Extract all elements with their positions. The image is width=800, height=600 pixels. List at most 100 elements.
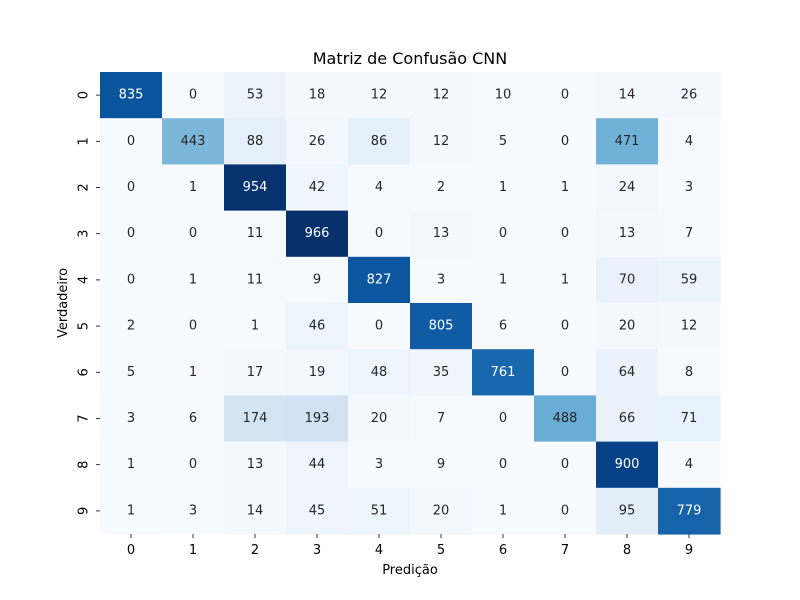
heatmap-cell-r7-c5: [410, 395, 473, 443]
heatmap-cell-r1-c8: [596, 118, 659, 165]
heatmap-cell-r1-c3: [286, 118, 349, 165]
heatmap-cell-r9-c6: [472, 487, 535, 535]
cell-value-r0-c2: 53: [247, 88, 264, 103]
cell-value-r5-c8: 20: [619, 319, 636, 334]
heatmap-cell-r4-c5: [410, 256, 473, 304]
heatmap-cell-r4-c8: [596, 256, 659, 304]
cell-value-r8-c6: 0: [499, 457, 507, 472]
heatmap-cell-r0-c6: [472, 72, 535, 119]
cell-value-r6-c8: 64: [619, 365, 636, 380]
heatmap-cell-r5-c8: [596, 303, 659, 350]
cell-value-r7-c1: 6: [189, 411, 197, 426]
cell-value-r1-c6: 5: [499, 134, 507, 149]
cell-value-r9-c2: 14: [247, 503, 264, 518]
heatmap-cell-r3-c8: [596, 210, 659, 258]
heatmap-cell-r7-c6: [472, 395, 535, 443]
heatmap-cell-r8-c3: [286, 441, 349, 489]
heatmap-cell-r8-c9: [658, 441, 721, 489]
cell-value-r4-c9: 59: [681, 272, 698, 287]
y-tick-label-0: 0: [77, 91, 92, 99]
cell-value-r6-c5: 35: [433, 365, 450, 380]
cell-value-r1-c2: 88: [247, 134, 264, 149]
cell-value-r0-c9: 26: [681, 88, 698, 103]
cell-value-r6-c7: 0: [561, 365, 569, 380]
heatmap-cell-r7-c9: [658, 395, 721, 443]
y-tick-label-9: 9: [77, 507, 92, 515]
heatmap-cell-r9-c1: [162, 487, 225, 535]
heatmap-cell-r4-c9: [658, 256, 721, 304]
cell-value-r3-c3: 966: [305, 226, 330, 241]
cell-value-r9-c4: 51: [371, 503, 388, 518]
cell-value-r4-c6: 1: [499, 272, 507, 287]
cell-value-r0-c5: 12: [433, 88, 450, 103]
heatmap-cell-r0-c4: [348, 72, 411, 119]
x-tick-label-8: 8: [623, 543, 631, 558]
x-tick-label-7: 7: [561, 543, 569, 558]
heatmap-cell-r5-c4: [348, 303, 411, 350]
heatmap-cell-r7-c2: [224, 395, 287, 443]
cell-value-r3-c8: 13: [619, 226, 636, 241]
heatmap-cell-r1-c7: [534, 118, 597, 165]
heatmap-cell-r9-c7: [534, 487, 597, 535]
cell-value-r6-c3: 19: [309, 365, 326, 380]
heatmap-cell-r9-c4: [348, 487, 411, 535]
heatmap-cell-r6-c4: [348, 349, 411, 396]
cell-value-r0-c8: 14: [619, 88, 636, 103]
heatmap-cell-r6-c7: [534, 349, 597, 396]
cell-value-r2-c5: 2: [437, 180, 445, 195]
heatmap-cell-r9-c5: [410, 487, 473, 535]
cell-value-r5-c3: 46: [309, 319, 326, 334]
cell-value-r3-c1: 0: [189, 226, 197, 241]
cell-value-r2-c8: 24: [619, 180, 636, 195]
cell-value-r8-c4: 3: [375, 457, 383, 472]
cell-value-r0-c3: 18: [309, 88, 326, 103]
heatmap-cell-r8-c0: [100, 441, 163, 489]
cell-value-r9-c8: 95: [619, 503, 636, 518]
heatmap-cell-r2-c9: [658, 164, 721, 212]
heatmap-cell-r2-c3: [286, 164, 349, 212]
heatmap-cell-r4-c7: [534, 256, 597, 304]
cell-value-r8-c1: 0: [189, 457, 197, 472]
heatmap-cell-r9-c0: [100, 487, 163, 535]
heatmap-cell-r8-c1: [162, 441, 225, 489]
cell-value-r3-c5: 13: [433, 226, 450, 241]
heatmap-cells: [100, 72, 721, 535]
cell-value-r4-c8: 70: [619, 272, 636, 287]
cell-value-r5-c1: 0: [189, 319, 197, 334]
heatmap-cell-r4-c1: [162, 256, 225, 304]
x-tick-label-2: 2: [251, 543, 259, 558]
cell-value-r1-c0: 0: [127, 134, 135, 149]
x-tick-label-3: 3: [313, 543, 321, 558]
cell-value-r7-c2: 174: [243, 411, 268, 426]
cell-value-r8-c7: 0: [561, 457, 569, 472]
heatmap-cell-r7-c0: [100, 395, 163, 443]
cell-value-r7-c8: 66: [619, 411, 636, 426]
heatmap-cell-r0-c7: [534, 72, 597, 119]
cell-value-r4-c0: 0: [127, 272, 135, 287]
cell-value-r7-c6: 0: [499, 411, 507, 426]
cell-value-r9-c3: 45: [309, 503, 326, 518]
heatmap-cell-r8-c6: [472, 441, 535, 489]
cell-value-r6-c2: 17: [247, 365, 264, 380]
heatmap-cell-r2-c7: [534, 164, 597, 212]
heatmap-cell-r1-c9: [658, 118, 721, 165]
heatmap-cell-r3-c2: [224, 210, 287, 258]
heatmap-cell-r1-c4: [348, 118, 411, 165]
heatmap-cell-r4-c0: [100, 256, 163, 304]
heatmap-cell-r9-c8: [596, 487, 659, 535]
cell-value-r3-c7: 0: [561, 226, 569, 241]
heatmap-cell-r5-c9: [658, 303, 721, 350]
heatmap-cell-r6-c9: [658, 349, 721, 396]
cell-value-r8-c8: 900: [615, 457, 640, 472]
heatmap-cell-r3-c1: [162, 210, 225, 258]
heatmap-cell-r0-c2: [224, 72, 287, 119]
heatmap-cell-r9-c2: [224, 487, 287, 535]
heatmap-cell-r0-c3: [286, 72, 349, 119]
cell-value-r4-c1: 1: [189, 272, 197, 287]
heatmap-cell-r1-c6: [472, 118, 535, 165]
cell-value-r5-c7: 0: [561, 319, 569, 334]
cell-value-r6-c1: 1: [189, 365, 197, 380]
cell-value-r2-c1: 1: [189, 180, 197, 195]
heatmap-cell-r8-c4: [348, 441, 411, 489]
heatmap-cell-r3-c6: [472, 210, 535, 258]
